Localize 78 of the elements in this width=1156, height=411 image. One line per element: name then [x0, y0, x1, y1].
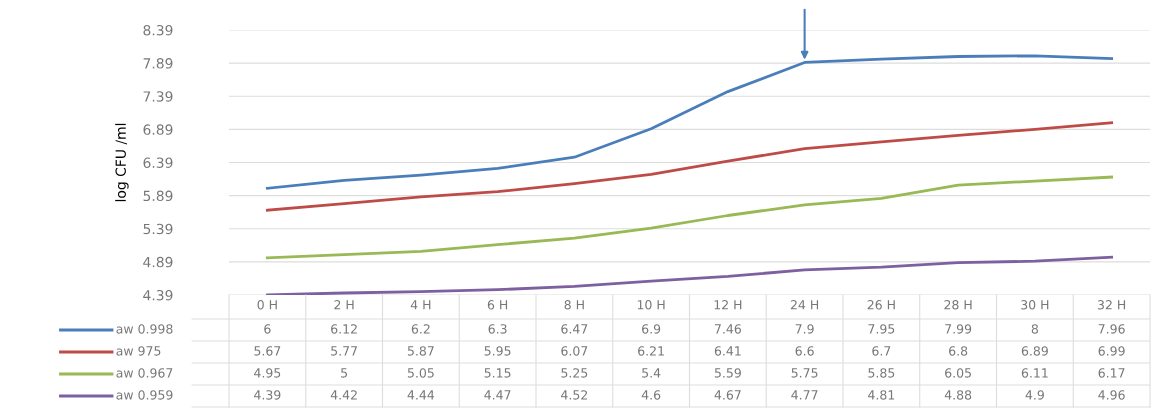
data-label: 4.88	[944, 390, 972, 400]
data-label: 5.87	[407, 346, 434, 356]
data-label: 6.47	[561, 324, 588, 334]
y-tick-label: 6.89	[143, 124, 173, 135]
x-tick-label: 28 H	[944, 300, 972, 310]
y-tick-label: 4.39	[143, 289, 173, 301]
data-label: 6.8	[949, 346, 968, 356]
y-tick-label: 6.39	[143, 157, 173, 168]
data-label: 5.15	[484, 368, 511, 378]
y-tick-label: 5.89	[143, 190, 173, 202]
data-label: 5.75	[791, 368, 818, 378]
data-label: 5.05	[407, 368, 434, 378]
data-label: 4.42	[330, 390, 357, 400]
data-label: 4.77	[791, 390, 818, 400]
x-tick-label: 6 H	[487, 300, 508, 310]
data-label: 6.6	[795, 346, 814, 356]
data-label: 7.99	[945, 324, 972, 334]
data-label: 5.4	[642, 368, 661, 378]
y-tick-label: 7.39	[143, 91, 173, 102]
line-series	[265, 54, 1114, 190]
data-label: 6.12	[331, 324, 357, 334]
data-label: 4.67	[714, 390, 741, 400]
data-label: 4.52	[561, 390, 588, 400]
x-tick-label: 32 H	[1097, 300, 1126, 310]
data-label: 6.7	[872, 346, 891, 356]
legend-label: aw 0.967	[116, 368, 173, 378]
x-tick-label: 30 H	[1021, 300, 1049, 310]
data-label: 5.59	[714, 368, 741, 378]
x-tick-label: 4 H	[410, 300, 431, 310]
data-label: 6.41	[714, 346, 741, 356]
data-label: 7.96	[1098, 324, 1125, 334]
data-label: 7.95	[868, 324, 895, 334]
y-tick-label: 8.39	[143, 24, 173, 36]
x-tick-label: 0 H	[257, 300, 277, 310]
x-tick-label: 2 H	[334, 300, 354, 310]
data-label: 6.07	[561, 346, 588, 356]
data-label: 5.85	[868, 368, 895, 378]
data-label: 4.47	[484, 390, 511, 400]
data-label: 4.9	[1025, 390, 1044, 400]
line-series	[265, 175, 1114, 260]
data-label: 6.9	[642, 324, 661, 334]
y-tick-label: 7.89	[143, 58, 173, 69]
data-label: 5	[341, 368, 348, 378]
x-tick-label: 8 H	[564, 300, 584, 310]
data-label: 4.96	[1098, 390, 1125, 400]
y-tick-label: 4.89	[143, 256, 173, 268]
x-tick-label: 24 H	[790, 300, 819, 310]
data-label: 6.21	[638, 346, 664, 356]
legend-label: aw 0.959	[116, 390, 173, 400]
y-tick-label: 5.39	[143, 223, 173, 235]
data-label: 6	[264, 324, 271, 334]
data-label: 6.99	[1098, 346, 1125, 356]
legend-label: aw 0.998	[116, 324, 173, 334]
data-label: 5.95	[484, 346, 511, 356]
data-label: 6.89	[1021, 346, 1048, 356]
data-label: 7.9	[795, 324, 814, 334]
data-label: 7.46	[714, 324, 741, 334]
line-series	[265, 121, 1114, 212]
x-tick-label: 10 H	[637, 300, 665, 310]
data-label: 4.44	[407, 390, 435, 400]
data-label: 6.17	[1098, 368, 1125, 378]
y-axis-title: log CFU /ml	[115, 123, 129, 202]
data-label: 4.39	[254, 390, 281, 400]
data-label: 6.05	[945, 368, 971, 378]
data-label: 5.67	[254, 346, 281, 356]
data-label: 4.95	[254, 368, 281, 378]
data-label: 8	[1031, 324, 1038, 334]
x-tick-label: 26 H	[867, 300, 895, 310]
data-label: 6.2	[411, 324, 430, 334]
data-label: 5.25	[561, 368, 588, 378]
data-label: 6.11	[1021, 368, 1048, 378]
line-series	[265, 255, 1114, 295]
data-label: 6.3	[488, 324, 507, 334]
legend-label: aw 975	[116, 346, 161, 356]
x-tick-label: 12 H	[714, 300, 742, 310]
data-label: 4.6	[641, 390, 661, 400]
data-label: 4.81	[868, 390, 895, 400]
data-label: 5.77	[331, 346, 357, 356]
